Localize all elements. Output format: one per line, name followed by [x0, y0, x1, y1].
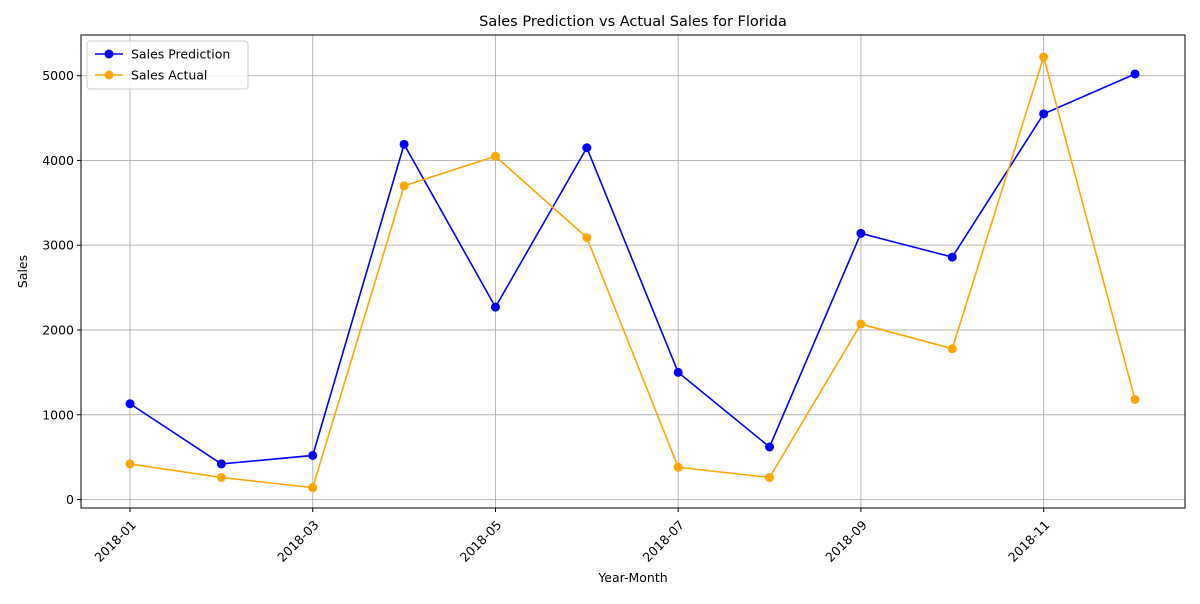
y-tick-label: 1000: [42, 407, 74, 422]
series-1-point: [947, 252, 957, 262]
y-tick-label: 3000: [42, 238, 74, 253]
legend-label-1: Sales Prediction: [131, 47, 230, 62]
legend-marker-2: [104, 70, 114, 80]
series-1-point: [216, 459, 226, 469]
chart-title: Sales Prediction vs Actual Sales for Flo…: [479, 14, 787, 30]
series-2-point: [765, 472, 775, 482]
y-tick-label: 0: [66, 492, 74, 507]
series-line-1: [129, 73, 1136, 465]
series-1-point: [308, 450, 318, 460]
series-1-point: [399, 139, 409, 149]
series-1-point: [1130, 69, 1140, 79]
series-1-point: [490, 302, 500, 312]
x-axis-label: Year-Month: [597, 570, 667, 585]
series-2-point: [308, 483, 318, 493]
series-2-point: [125, 459, 135, 469]
y-tick-label: 2000: [42, 322, 74, 337]
series-2-point: [1039, 52, 1049, 62]
series-1-point: [582, 143, 592, 153]
y-axis-label: Sales: [15, 255, 30, 288]
series-2-point: [582, 233, 592, 243]
series-2-point: [947, 344, 957, 354]
series-line-2: [129, 54, 1136, 489]
series-1-point: [765, 442, 775, 452]
legend-marker-1: [104, 49, 114, 59]
series-2-point: [490, 151, 500, 161]
series-1-point: [125, 399, 135, 409]
series-2-point: [1130, 394, 1140, 404]
y-tick-label: 4000: [42, 153, 74, 168]
series-1-point: [856, 228, 866, 238]
plot-frame: [80, 34, 1186, 509]
series-1-point: [1039, 109, 1049, 119]
series-group: [125, 52, 1140, 493]
legend: Sales Prediction Sales Actual: [86, 40, 249, 90]
series-2-point: [856, 319, 866, 329]
series-2-point: [216, 472, 226, 482]
series-1-point: [673, 367, 683, 377]
legend-box: [86, 40, 249, 90]
legend-label-2: Sales Actual: [131, 68, 207, 83]
y-tick-label: 5000: [42, 68, 74, 83]
series-2-point: [673, 462, 683, 472]
series-2-point: [399, 181, 409, 191]
